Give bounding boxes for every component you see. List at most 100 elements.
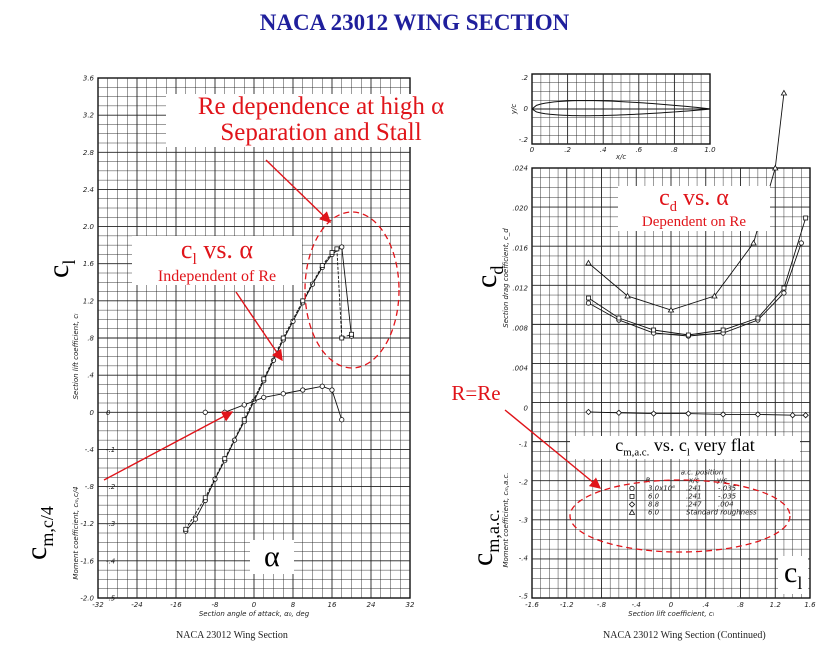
series-1-point (651, 327, 657, 333)
x-tick-label: -1.6 (525, 601, 539, 609)
slide-title: NACA 23012 WING SECTION (259, 10, 570, 35)
airfoil-x-title: x/c (615, 153, 627, 161)
cm-tick-label: -.2 (519, 479, 529, 487)
moment-tick-label: -.1 (106, 446, 115, 454)
legend-xc-value: .241 (686, 484, 702, 492)
legend-yc-value: .004 (718, 500, 734, 508)
series-2-point (261, 394, 267, 401)
cl-right-axis-label: cl (778, 556, 809, 594)
series-1-point (300, 298, 306, 304)
x-axis-title: Section lift coefficient, cₗ (628, 610, 715, 618)
legend-xc-value: Standard roughness (686, 508, 757, 516)
series-3-point (615, 409, 623, 416)
cm-ac-rest: vs. c (649, 435, 687, 455)
y-axis-title-top: Section drag coefficient, c_d (502, 228, 510, 328)
series-1-point (261, 376, 267, 382)
series-1-line (588, 217, 807, 336)
series-1-point (586, 295, 591, 301)
cm-ac-sub: m,a.c. (623, 446, 650, 459)
cm-ac-c: c (615, 435, 624, 455)
series-1-point (334, 246, 340, 252)
drag-moment-chart: 0.2.4.6.8 1.0.20-.2x/cy/c-1.6 -1.2 -.8 -.4 0.… (502, 73, 816, 618)
alpha-axis-label: α (250, 540, 294, 574)
cd-vs-alpha-note: Dependent on Re (641, 213, 747, 230)
legend-header-r: R (646, 476, 651, 484)
legend-marker (629, 485, 635, 491)
y-tick-label: .8 (87, 335, 94, 343)
cd-tick-label: .020 (512, 205, 528, 213)
cl-vs-alpha-rest: vs. α (196, 235, 254, 264)
y-axis-title-top: Section lift coefficient, cₗ (72, 313, 80, 400)
y-axis-title-bottom: Moment coefficient, cₘ,a.c. (502, 472, 510, 567)
series-1-point (720, 327, 726, 333)
series-0-point (781, 290, 787, 296)
legend-r-value: 8.8 (648, 500, 660, 508)
legend-xc-value: .241 (686, 492, 702, 500)
y-tick-label: 2.0 (83, 223, 95, 231)
series-1-point (803, 215, 809, 221)
moment-tick-label: -.3 (106, 520, 115, 528)
series-1-point (241, 417, 247, 423)
series-2-point (667, 306, 675, 313)
cl-right-axis-label-c: c (784, 556, 798, 589)
x-tick-label: -24 (131, 601, 142, 609)
series-2-point (585, 259, 592, 266)
re-dependence-line2: Separation and Stall (220, 119, 422, 147)
moment-tick-label: -.5 (106, 595, 116, 603)
series-1-point (329, 250, 335, 255)
airfoil-y-tick: -.2 (519, 136, 529, 144)
x-tick-label: -1.2 (560, 601, 574, 609)
series-2-point (339, 417, 345, 423)
legend-marker (628, 501, 636, 508)
series-2-point (241, 402, 247, 408)
series-1-point (616, 315, 622, 321)
legend-marker (629, 493, 635, 499)
airfoil-lower-surface (531, 108, 711, 117)
cm-ac-annotation: cm,a.c. vs. cl very flat (570, 436, 800, 459)
legend-header-ac: a.c. position (681, 468, 724, 476)
cm-tick-label: -.1 (519, 441, 528, 449)
cl-vs-alpha-sub: l (192, 251, 197, 269)
airfoil-y-title: y/c (510, 104, 518, 116)
x-tick-label: 1.2 (770, 601, 782, 609)
x-tick-label: -.8 (597, 601, 607, 609)
airfoil-x-tick: .4 (600, 146, 607, 154)
legend-xc-value: .247 (686, 500, 702, 508)
cd-tick-label: .004 (512, 365, 528, 373)
series-2-point (280, 391, 286, 397)
series-1-point (183, 526, 189, 532)
series-3-point (650, 410, 657, 417)
right-chart-caption: NACA 23012 Wing Section (Continued) (603, 630, 766, 641)
series-3-line (588, 411, 806, 416)
series-2-point (624, 292, 631, 299)
cl-alpha-arrow (235, 291, 283, 362)
re-arrow (504, 409, 602, 489)
y-tick-label: 0 (90, 409, 95, 417)
cm-tick-label: -.3 (519, 517, 528, 525)
series-2-point (329, 387, 335, 393)
cd-tick-label: 0 (524, 405, 529, 413)
x-tick-label: 1.6 (804, 601, 816, 609)
cl-right-axis-label-sub: l (797, 573, 803, 593)
cd-tick-label: .016 (512, 245, 528, 253)
series-0-point (192, 516, 199, 522)
legend-r-value: 6.0 (648, 508, 660, 516)
x-tick-label: .4 (702, 601, 709, 609)
airfoil-upper-surface (531, 100, 711, 110)
series-1-line (185, 247, 352, 530)
series-1-point (202, 495, 208, 501)
series-3-point (685, 410, 692, 417)
cm-tick-label: -.5 (519, 593, 529, 601)
x-tick-label: 0 (252, 601, 257, 609)
cd-vs-alpha-c: c (659, 185, 670, 211)
y-tick-label: 3.6 (83, 75, 95, 83)
airfoil-x-tick: .8 (671, 146, 678, 154)
x-tick-label: -16 (170, 601, 182, 609)
airfoil-x-tick: 0 (530, 146, 535, 154)
series-2-point (300, 387, 306, 393)
x-tick-label: 16 (328, 601, 337, 609)
series-1-point (349, 331, 354, 337)
moment-tick-label: -.4 (106, 557, 115, 565)
x-tick-label: 8 (291, 601, 296, 609)
series-1-point (685, 332, 691, 338)
